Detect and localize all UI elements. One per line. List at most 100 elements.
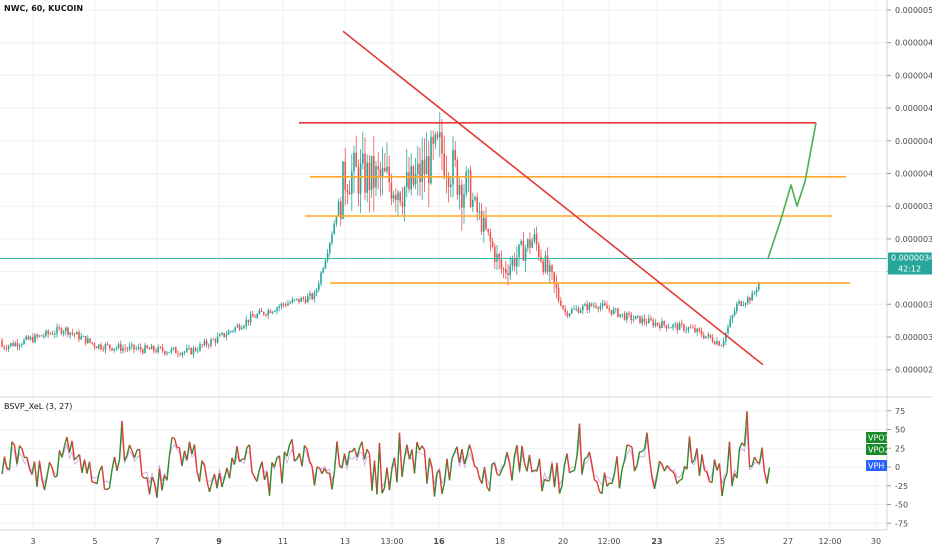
candle-body: [588, 303, 591, 310]
candle-body: [324, 260, 327, 269]
indicator-segment: [213, 473, 218, 489]
indicator-segment: [456, 446, 461, 463]
candle-body: [705, 336, 707, 339]
indicator-segment: [236, 446, 241, 462]
indicator-segment: [378, 442, 383, 494]
candle-body: [485, 217, 487, 229]
candle-body: [216, 336, 219, 343]
candle-body: [544, 255, 547, 272]
candle-body: [454, 149, 456, 161]
chart-drawings[interactable]: [299, 30, 850, 366]
candle-body: [148, 348, 151, 350]
candle-body: [186, 348, 188, 352]
candle-body: [76, 332, 78, 335]
candle-body: [447, 177, 450, 187]
indicator-segment: [618, 469, 623, 489]
indicator-title[interactable]: BSVP_XeL (3, 27): [4, 402, 72, 411]
candle-body: [560, 300, 562, 306]
candle-body: [414, 173, 417, 185]
indicator-segment: [168, 437, 173, 456]
indicator-segment: [158, 468, 163, 491]
candle-body: [656, 322, 659, 325]
candle-body: [678, 323, 681, 331]
candle-body: [397, 192, 399, 200]
symbol-title[interactable]: NWC, 60, KUCOIN: [4, 4, 83, 13]
candle-body: [291, 299, 294, 303]
candle-body: [452, 149, 454, 185]
candle-body: [113, 348, 115, 351]
candle-body: [78, 332, 80, 340]
candle-body: [463, 193, 465, 208]
candle-body: [157, 346, 159, 353]
indicator-segment: [193, 444, 198, 472]
candle-body: [472, 199, 474, 207]
indicator-segment: [128, 444, 133, 452]
candle-body: [700, 330, 703, 336]
indicator-segment: [506, 451, 511, 463]
price-axis[interactable]: 0.00000500 0.00000480 0.00000460 0.00000440…: [887, 6, 932, 375]
candle-body: [758, 282, 760, 290]
indicator-segment: [361, 441, 366, 460]
candle-body: [720, 345, 723, 347]
indicator-segment: [201, 460, 206, 466]
indicator-segment: [108, 469, 113, 489]
candle-body: [643, 318, 646, 323]
candle-body: [366, 162, 368, 193]
indicator-segment: [66, 436, 71, 453]
projection-path[interactable]: [767, 122, 817, 259]
candle-body: [509, 265, 511, 276]
indicator-segment: [474, 465, 478, 469]
indicator-segment: [56, 450, 61, 477]
indicator-segment: [483, 467, 488, 488]
candle-body: [199, 344, 201, 351]
indicator-segment: [126, 444, 131, 456]
candle-body: [197, 350, 199, 352]
indicator-segment: [41, 479, 46, 491]
indicator-segment: [498, 469, 503, 476]
indicator-segment: [411, 449, 416, 474]
time-tick-label: 3: [30, 537, 35, 546]
candle-body: [478, 211, 481, 213]
indicator-segment: [156, 468, 161, 498]
indicator-segment: [291, 439, 296, 462]
indicator-segment: [421, 445, 426, 451]
downtrend-line[interactable]: [342, 30, 764, 366]
candle-body: [403, 187, 406, 207]
indicator-segment: [146, 477, 151, 495]
indicator-segment: [471, 453, 476, 467]
candle-body: [309, 293, 311, 297]
indicator-segment: [321, 468, 326, 475]
time-axis[interactable]: 3 5 7 9 11 13 13:00 16 18 20 12:00 23 25 27 12:00 30: [30, 537, 881, 546]
candle-body: [381, 167, 384, 177]
indicator-segment: [584, 456, 588, 460]
candle-body: [529, 239, 531, 248]
candle-body: [161, 347, 164, 351]
candle-body: [522, 241, 525, 261]
candle-body: [326, 253, 329, 261]
indicator-axis[interactable]: 75 50 25 0 -25 -50 -75: [887, 407, 908, 529]
candle-body: [194, 348, 197, 351]
candle-body: [648, 318, 650, 324]
indicator-segment: [401, 457, 406, 477]
indicator-segment: [701, 454, 706, 471]
candle-body: [62, 331, 65, 334]
indicator-segment: [681, 466, 686, 480]
candle-body: [527, 239, 529, 249]
candle-body: [313, 292, 316, 299]
time-tick-label: 13: [340, 537, 350, 546]
candle-body: [38, 335, 41, 337]
indicator-segment: [371, 460, 376, 491]
candle-body: [392, 195, 395, 199]
indicator-segment: [331, 470, 336, 490]
indicator-segment: [248, 444, 253, 473]
candle-body: [480, 211, 483, 232]
indicator-segment: [308, 460, 313, 467]
candle-body: [498, 253, 500, 260]
candle-body: [269, 310, 272, 314]
indicator-segment: [301, 445, 306, 467]
indicator-segment: [663, 465, 668, 472]
candle-body: [36, 334, 38, 337]
candle-body: [654, 322, 657, 326]
indicator-segment: [36, 461, 41, 487]
